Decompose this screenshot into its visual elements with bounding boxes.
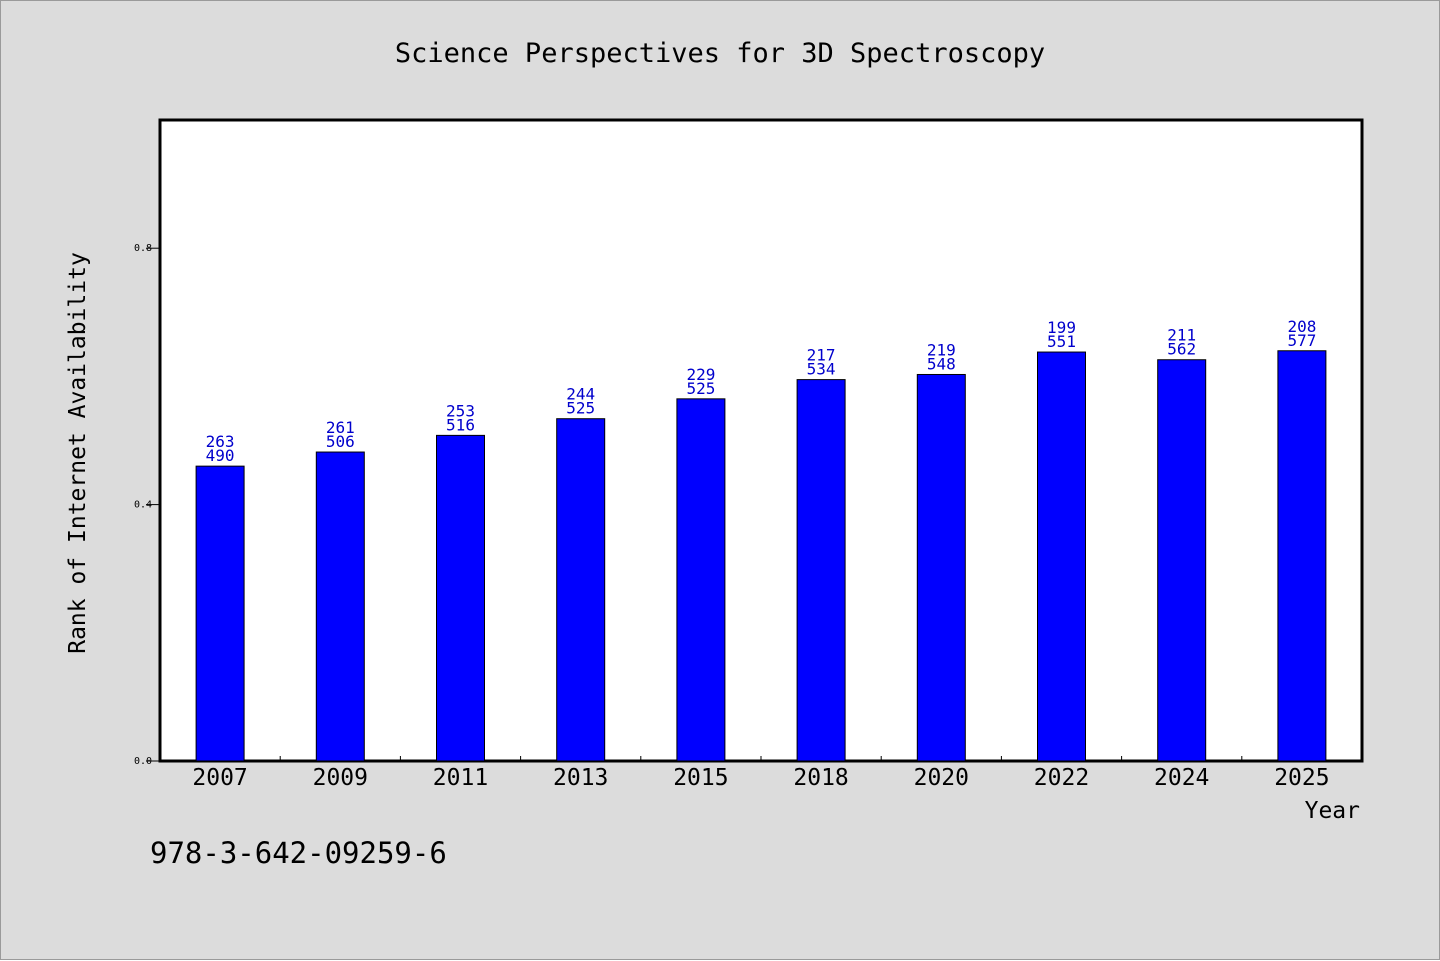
data-labels: 2634902615062535162445252295252175342195…: [206, 317, 1317, 465]
bar-data-label: 211: [1167, 326, 1196, 345]
bar-data-label: 263: [206, 432, 235, 451]
y-tick-label: 0.4: [134, 500, 152, 511]
bar: [1037, 351, 1086, 762]
x-tick-label: 2007: [192, 765, 247, 791]
x-tick-label: 2015: [673, 765, 728, 791]
bar: [916, 373, 966, 762]
bar-data-label: 219: [927, 340, 956, 359]
x-tick-label: 2018: [793, 765, 848, 791]
bar-data-label: 253: [446, 401, 475, 420]
x-axis-title: Year: [1305, 798, 1360, 824]
bar: [556, 418, 606, 762]
chart-title: Science Perspectives for 3D Spectroscopy: [395, 38, 1045, 69]
bar-data-label: 490: [206, 446, 235, 465]
y-tick-label: 0.8: [134, 243, 152, 254]
bar: [195, 465, 245, 762]
bar-data-label: 548: [927, 354, 956, 373]
x-tick-label: 2022: [1034, 765, 1089, 791]
x-tick-label: 2013: [553, 765, 608, 791]
x-tick-label: 2020: [914, 765, 969, 791]
bar: [315, 451, 365, 762]
bar-data-label: 244: [566, 385, 595, 404]
y-tick-label: 0.0: [134, 756, 152, 767]
bar-data-label: 199: [1047, 318, 1076, 337]
y-axis-title: Rank of Internet Availability: [65, 252, 91, 654]
footnote-isbn: 978-3-642-09259-6: [150, 836, 447, 870]
bar-data-label: 516: [446, 415, 475, 434]
bar-data-label: 534: [807, 360, 836, 379]
bar-data-label: 551: [1047, 332, 1076, 351]
x-axis: 2007 2009 2011 2013 2015 2018 2020 2022 2024 2025: [192, 756, 1330, 791]
bar-data-label: 562: [1167, 340, 1196, 359]
bar-data-label: 208: [1287, 317, 1316, 336]
bar-data-label: 217: [807, 346, 836, 365]
bar-data-label: 525: [686, 379, 715, 398]
x-tick-label: 2025: [1274, 765, 1329, 791]
bar-data-label: 261: [326, 418, 355, 437]
bar-data-label: 506: [326, 432, 355, 451]
bar-data-label: 229: [686, 365, 715, 384]
bar: [436, 434, 485, 762]
bar: [1157, 359, 1207, 762]
bar: [1277, 350, 1327, 762]
bar: [676, 398, 726, 762]
bar-data-label: 525: [566, 399, 595, 418]
x-tick-label: 2011: [433, 765, 488, 791]
y-axis: 0.0 0.4 0.8: [134, 243, 160, 767]
bar: [796, 379, 846, 762]
x-tick-label: 2009: [313, 765, 368, 791]
x-tick-label: 2024: [1154, 765, 1209, 791]
bar-data-label: 577: [1287, 331, 1316, 350]
bars: [195, 350, 1327, 762]
